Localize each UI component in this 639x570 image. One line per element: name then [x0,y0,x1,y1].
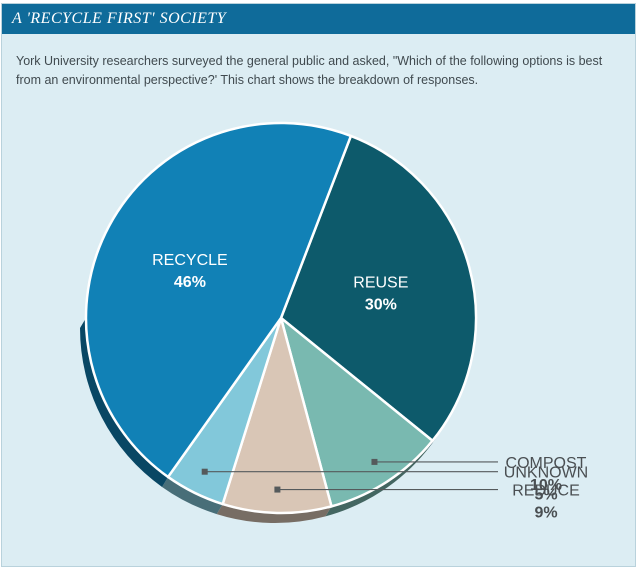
leader-dot-compost [371,458,378,465]
pie-depth-recycle [80,318,169,487]
slice-label-reduce: REDUCE [512,483,580,500]
leader-dot-unknown [201,468,208,475]
title-bar: A 'RECYCLE FIRST' SOCIETY [2,4,635,34]
chart-description: York University researchers surveyed the… [16,54,603,87]
pie-slice-reuse [279,134,478,442]
slice-label-compost: COMPOST [506,455,587,472]
slice-value-compost: 10% [530,477,562,494]
slice-label-reuse: REUSE [353,274,408,291]
slice-value-reuse: 30% [365,296,397,313]
leader-dot-reduce [274,486,281,493]
pie-depth-compost [325,440,433,517]
slice-label-recycle: RECYCLE [152,252,228,269]
chart-title: A 'RECYCLE FIRST' SOCIETY [12,10,227,27]
pie-slice-recycle [84,121,353,479]
pie-slice-reduce [221,316,333,515]
slice-label-unknown: UNKNOWN [504,465,588,482]
pie-depth-unknown [162,476,223,515]
slice-value-recycle: 46% [174,274,206,291]
slice-value-unknown: 5% [534,487,557,504]
slice-value-reduce: 9% [534,505,557,522]
